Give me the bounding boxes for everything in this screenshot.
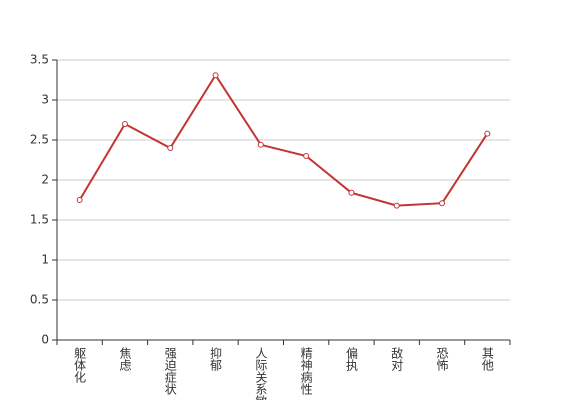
y-tick-label: 0: [41, 333, 49, 347]
point: [348, 189, 355, 196]
y-tick-label: 2.5: [30, 133, 49, 147]
y-tick-label: 2: [41, 173, 49, 187]
x-tick-label: 恐怖: [435, 347, 449, 371]
point: [76, 197, 83, 203]
y-tick-label: 0.5: [30, 293, 49, 307]
y-tick-label: 1.5: [30, 213, 49, 227]
y-tick-label: 3.5: [30, 53, 49, 67]
x-tick-label: 敌对: [390, 346, 404, 371]
point: [121, 121, 128, 127]
x-tick-label: 其他: [480, 347, 494, 371]
x-tick-label: 焦虑: [118, 347, 132, 371]
x-tick-label: 抑郁: [209, 346, 223, 372]
x-tick-label: 精神病性: [299, 347, 313, 396]
point: [393, 202, 400, 209]
point: [484, 130, 491, 137]
point: [212, 72, 219, 79]
x-tick-label: 躯体化: [73, 346, 87, 384]
point: [439, 200, 446, 207]
line: [78, 73, 489, 207]
x-tick-label: 偏执: [344, 346, 358, 372]
x-tick-label: 强迫症状: [163, 347, 177, 395]
y-tick-label: 1: [41, 253, 49, 267]
point: [167, 145, 174, 151]
x-tick-label: 人际关系敏感: [254, 347, 268, 400]
point: [257, 141, 264, 148]
point: [303, 153, 310, 159]
y-tick-label: 3: [41, 93, 49, 107]
